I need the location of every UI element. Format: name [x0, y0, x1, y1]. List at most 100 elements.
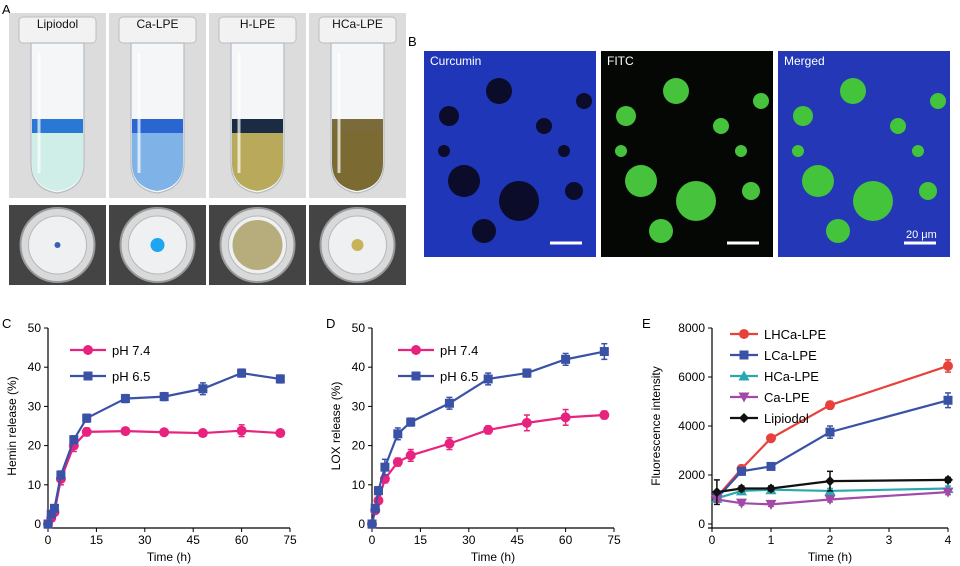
- tube-photo: [9, 13, 106, 198]
- dish-drawing: [109, 205, 206, 285]
- micro-droplet: [536, 118, 552, 134]
- series-0: pH 7.4: [43, 343, 286, 529]
- data-point: [159, 392, 169, 402]
- micro-droplet: [792, 145, 804, 157]
- data-point: [943, 360, 953, 371]
- y-tick-label: 30: [352, 399, 366, 413]
- data-point: [81, 426, 92, 437]
- micro-droplet: [472, 219, 496, 243]
- micrograph-1: [601, 51, 773, 257]
- data-point: [766, 483, 776, 494]
- data-point: [561, 354, 571, 364]
- x-axis-label: Time (h): [808, 550, 852, 564]
- micro-droplet: [826, 219, 850, 243]
- micro-droplet: [499, 181, 539, 221]
- micro-droplet: [439, 106, 459, 126]
- tube-band: [132, 119, 183, 133]
- data-point: [599, 347, 609, 357]
- micro-droplet: [793, 106, 813, 126]
- x-axis-label: Time (h): [471, 550, 515, 564]
- y-tick-label: 0: [698, 517, 705, 531]
- y-tick-label: 30: [28, 399, 42, 413]
- y-tick-label: 20: [28, 439, 42, 453]
- micrograph-drawing: [778, 51, 950, 257]
- legend-marker: [83, 345, 93, 355]
- micro-droplet: [890, 118, 906, 134]
- data-point: [444, 398, 454, 408]
- micro-droplet: [912, 145, 924, 157]
- x-tick-label: 30: [138, 533, 152, 547]
- data-point: [522, 368, 532, 378]
- x-tick-label: 75: [283, 533, 297, 547]
- y-tick-label: 6000: [678, 370, 705, 384]
- legend-label: pH 7.4: [440, 343, 478, 358]
- data-point: [483, 424, 494, 435]
- y-tick-label: 50: [352, 321, 366, 335]
- dish-photo: [9, 205, 106, 285]
- micro-droplet: [615, 145, 627, 157]
- y-tick-label: 40: [28, 360, 42, 374]
- micrograph-0: [424, 51, 596, 257]
- data-point: [824, 495, 836, 505]
- data-point: [825, 400, 835, 411]
- y-tick-label: 4000: [678, 419, 705, 433]
- micrograph-bg: [778, 51, 950, 257]
- series-1: pH 6.5: [43, 368, 285, 529]
- micro-droplet: [713, 118, 729, 134]
- x-tick-label: 1: [768, 533, 775, 547]
- data-point: [521, 417, 532, 428]
- series-0: pH 7.4: [367, 343, 610, 529]
- data-point: [766, 461, 776, 471]
- y-tick-label: 10: [352, 478, 366, 492]
- micrograph-label: FITC: [607, 54, 634, 68]
- chart-C: C 0 15 30 45 60 75 0 10 20 30 40 50 Time (h) Hemin rel…: [2, 316, 297, 564]
- data-point: [766, 433, 776, 444]
- data-point: [197, 428, 208, 439]
- data-point: [444, 438, 455, 449]
- legend-marker: [411, 345, 421, 355]
- micro-droplet: [742, 182, 760, 200]
- dish-photo: [309, 205, 406, 285]
- data-point: [236, 425, 247, 436]
- tube-liquid: [232, 131, 283, 191]
- series-1: pH 6.5: [367, 342, 609, 529]
- micro-droplet: [565, 182, 583, 200]
- tube-photo: [309, 13, 406, 198]
- tube-label: HCa-LPE: [332, 17, 383, 31]
- micrograph-bg: [601, 51, 773, 257]
- tube-photo: [209, 13, 306, 198]
- chart-E: E 0 1 2 3 4 0 2000 4000 6000 8000 Time (h) Fluoresce…: [642, 316, 954, 564]
- data-point: [765, 499, 777, 510]
- micro-droplet: [853, 181, 893, 221]
- legend-label: Ca-LPE: [764, 390, 810, 405]
- x-tick-label: 4: [945, 533, 952, 547]
- legend-label: Lipiodol: [764, 411, 809, 426]
- legend-label: LCa-LPE: [764, 348, 817, 363]
- tube-drawing: [209, 13, 306, 198]
- dish-photo: [209, 205, 306, 285]
- y-axis-label: LOX release (%): [329, 382, 343, 471]
- micro-droplet: [676, 181, 716, 221]
- panel-b-letter: B: [408, 34, 417, 49]
- data-point: [825, 476, 835, 487]
- legend-label: pH 6.5: [440, 369, 478, 384]
- micro-droplet: [663, 78, 689, 104]
- y-tick-label: 40: [352, 360, 366, 374]
- data-point: [825, 427, 835, 437]
- series-line: [47, 429, 281, 525]
- y-tick-label: 20: [352, 439, 366, 453]
- data-point: [392, 457, 403, 468]
- micro-droplet: [438, 145, 450, 157]
- legend-marker: [739, 413, 749, 423]
- data-point: [198, 384, 208, 394]
- dish-photo: [109, 205, 206, 285]
- x-axis-label: Time (h): [147, 550, 191, 564]
- panel-letter: E: [642, 316, 651, 331]
- dish-spot: [54, 242, 61, 248]
- data-point: [159, 427, 170, 438]
- tube-drawing: [309, 13, 406, 198]
- data-point: [373, 486, 383, 496]
- data-point: [943, 395, 953, 405]
- panel-a-letter: A: [2, 2, 11, 17]
- micrograph-bg: [424, 51, 596, 257]
